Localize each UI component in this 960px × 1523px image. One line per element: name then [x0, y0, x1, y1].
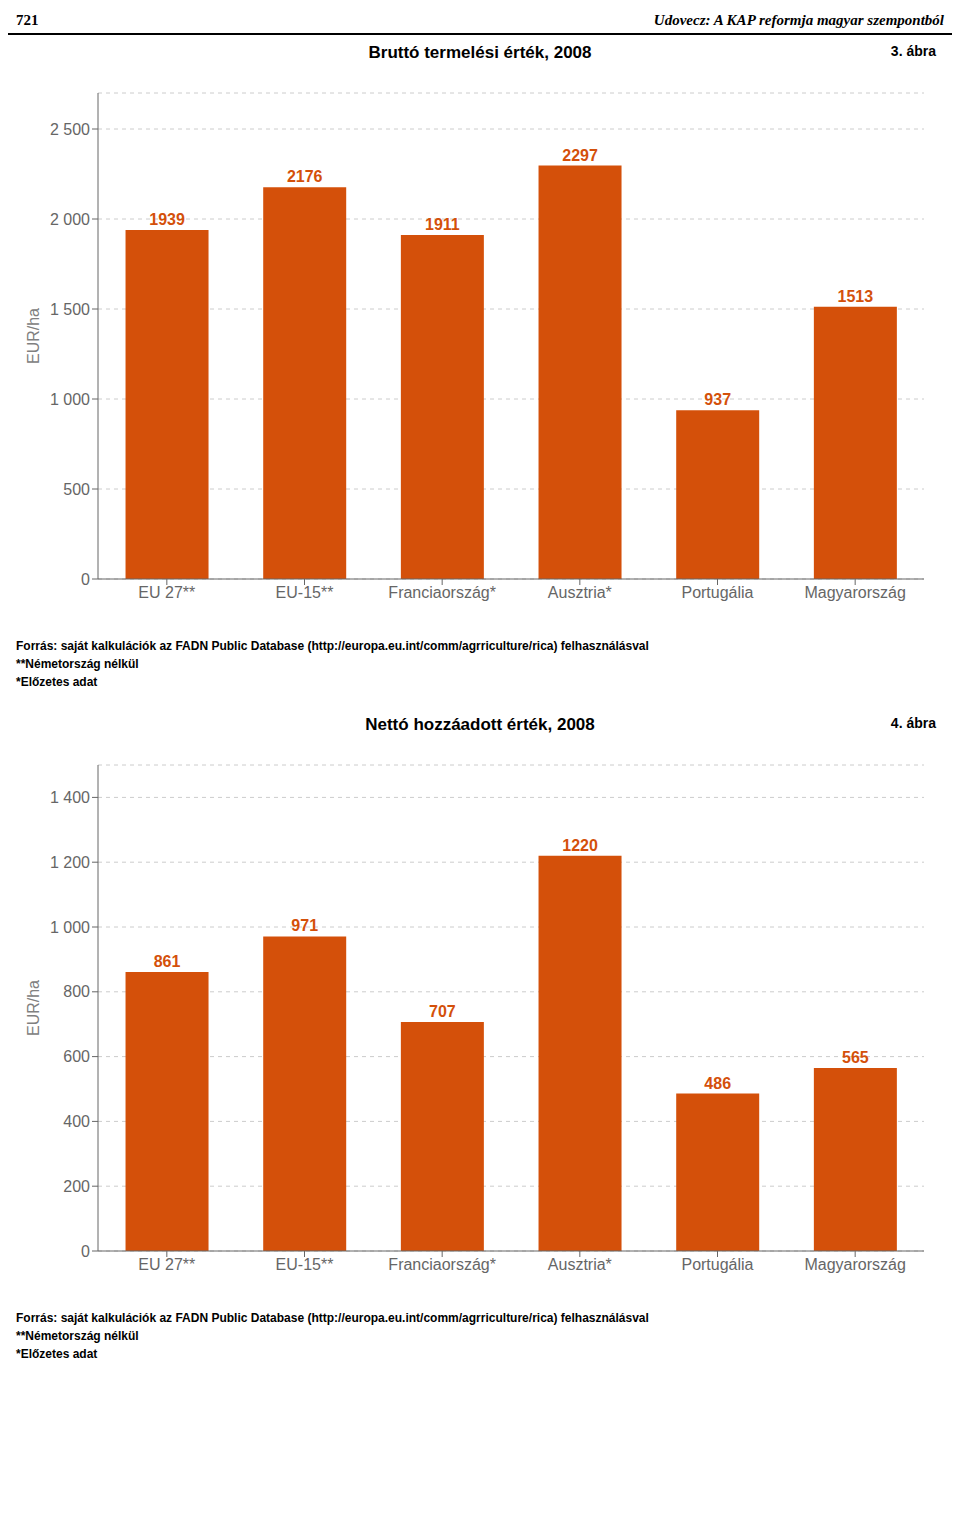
svg-text:937: 937	[704, 391, 731, 408]
svg-text:600: 600	[63, 1048, 90, 1065]
svg-text:Magyarország: Magyarország	[804, 584, 905, 601]
html-text:*Előzetes adat: *Előzetes adat	[16, 1347, 98, 1361]
svg-text:1 200: 1 200	[50, 854, 90, 871]
svg-text:Portugália: Portugália	[681, 584, 753, 601]
svg-text:EU-15**: EU-15**	[276, 1256, 334, 1273]
svg-text:200: 200	[63, 1178, 90, 1195]
svg-text:800: 800	[63, 983, 90, 1000]
svg-text:Magyarország: Magyarország	[804, 1256, 905, 1273]
svg-text:Franciaország*: Franciaország*	[388, 584, 496, 601]
svg-text:2 500: 2 500	[50, 121, 90, 138]
svg-text:EUR/ha: EUR/ha	[25, 308, 42, 364]
html-text:4. ábra: 4. ábra	[890, 715, 936, 731]
svg-text:486: 486	[704, 1075, 731, 1092]
svg-text:EUR/ha: EUR/ha	[25, 980, 42, 1036]
svg-text:1 000: 1 000	[50, 391, 90, 408]
html-text:**Németország nélkül: **Németország nélkül	[16, 1329, 139, 1343]
html-text:3. ábra: 3. ábra	[890, 43, 936, 59]
svg-text:2297: 2297	[562, 147, 598, 164]
svg-text:1939: 1939	[149, 211, 185, 228]
svg-text:Ausztria*: Ausztria*	[548, 1256, 612, 1273]
svg-text:971: 971	[291, 917, 318, 934]
svg-text:EU 27**: EU 27**	[138, 584, 195, 601]
svg-text:0: 0	[81, 571, 90, 588]
svg-text:1 500: 1 500	[50, 301, 90, 318]
svg-text:1 400: 1 400	[50, 789, 90, 806]
svg-text:1513: 1513	[838, 288, 874, 305]
svg-text:0: 0	[81, 1243, 90, 1260]
html-text:Nettó hozzáadott érték, 2008: Nettó hozzáadott érték, 2008	[365, 715, 595, 734]
svg-text:Franciaország*: Franciaország*	[388, 1256, 496, 1273]
svg-text:707: 707	[429, 1003, 456, 1020]
svg-text:1220: 1220	[562, 837, 598, 854]
html-text:721: 721	[16, 12, 39, 28]
svg-text:Portugália: Portugália	[681, 1256, 753, 1273]
svg-text:1911: 1911	[425, 216, 460, 233]
svg-text:Ausztria*: Ausztria*	[548, 584, 612, 601]
svg-text:2 000: 2 000	[50, 211, 90, 228]
html-text:Udovecz: A KAP reformja magyar: Udovecz: A KAP reformja magyar szempontb…	[653, 12, 944, 28]
svg-text:500: 500	[63, 481, 90, 498]
svg-text:EU 27**: EU 27**	[138, 1256, 195, 1273]
html-text:Forrás: saját kalkulációk az F: Forrás: saját kalkulációk az FADN Public…	[16, 639, 649, 653]
svg-text:861: 861	[154, 953, 181, 970]
svg-text:400: 400	[63, 1113, 90, 1130]
svg-text:EU-15**: EU-15**	[276, 584, 334, 601]
html-text:Bruttó termelési érték, 2008: Bruttó termelési érték, 2008	[368, 43, 592, 62]
svg-text:1 000: 1 000	[50, 919, 90, 936]
html-text:*Előzetes adat: *Előzetes adat	[16, 675, 98, 689]
html-text:Forrás: saját kalkulációk az F: Forrás: saját kalkulációk az FADN Public…	[16, 1311, 649, 1325]
html-text:**Németország nélkül: **Németország nélkül	[16, 657, 139, 671]
svg-text:565: 565	[842, 1049, 869, 1066]
svg-text:2176: 2176	[287, 168, 323, 185]
